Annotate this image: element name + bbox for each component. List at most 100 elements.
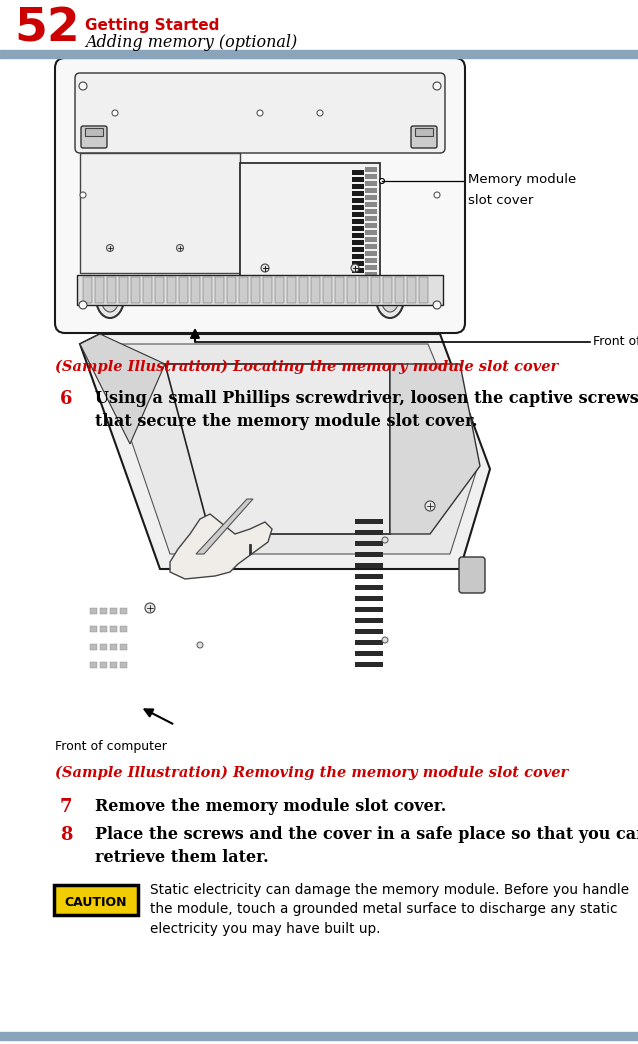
FancyBboxPatch shape xyxy=(55,58,465,333)
FancyBboxPatch shape xyxy=(54,885,138,915)
Bar xyxy=(120,644,127,650)
Bar xyxy=(107,277,116,303)
Bar xyxy=(110,608,117,614)
Bar xyxy=(359,277,368,303)
Bar xyxy=(355,596,383,601)
Text: Front of computer: Front of computer xyxy=(593,334,638,348)
Circle shape xyxy=(80,192,86,198)
Bar xyxy=(365,167,377,172)
Text: Remove the memory module slot cover.: Remove the memory module slot cover. xyxy=(95,798,446,815)
Bar xyxy=(352,233,364,238)
Bar xyxy=(90,626,97,632)
Bar xyxy=(352,219,364,224)
Bar xyxy=(352,177,364,182)
Bar xyxy=(365,251,377,256)
Polygon shape xyxy=(170,514,272,579)
Bar xyxy=(352,191,364,196)
Bar xyxy=(143,277,152,303)
Bar xyxy=(100,644,107,650)
Text: Place the screws and the cover in a safe place so that you can
retrieve them lat: Place the screws and the cover in a safe… xyxy=(95,826,638,865)
Circle shape xyxy=(112,110,118,116)
Circle shape xyxy=(382,637,388,643)
Bar xyxy=(0,50,638,58)
Bar xyxy=(215,277,224,303)
Bar xyxy=(299,277,308,303)
Text: CAUTION: CAUTION xyxy=(64,896,127,908)
Bar xyxy=(120,608,127,614)
Bar xyxy=(191,277,200,303)
Circle shape xyxy=(433,301,441,309)
Bar xyxy=(355,607,383,612)
Bar xyxy=(100,626,107,632)
Bar xyxy=(415,128,433,136)
Circle shape xyxy=(177,244,184,252)
Polygon shape xyxy=(100,345,478,554)
Bar xyxy=(323,277,332,303)
Ellipse shape xyxy=(376,278,404,318)
Bar xyxy=(263,277,272,303)
Text: 52: 52 xyxy=(14,7,80,52)
Text: 7: 7 xyxy=(60,798,73,816)
Bar xyxy=(80,153,240,272)
Bar xyxy=(352,261,364,266)
Bar xyxy=(119,277,128,303)
Bar xyxy=(355,552,383,557)
Bar xyxy=(365,265,377,270)
Bar xyxy=(365,258,377,263)
Bar xyxy=(85,128,103,136)
Bar xyxy=(100,662,107,668)
Ellipse shape xyxy=(96,278,124,318)
Bar xyxy=(167,277,176,303)
Bar xyxy=(355,662,383,667)
Text: Using a small Phillips screwdriver, loosen the captive screws
that secure the me: Using a small Phillips screwdriver, loos… xyxy=(95,390,638,430)
Bar xyxy=(365,201,377,207)
Bar xyxy=(155,277,164,303)
Circle shape xyxy=(79,82,87,90)
Ellipse shape xyxy=(101,284,119,312)
Bar xyxy=(275,277,284,303)
Bar xyxy=(90,608,97,614)
Bar xyxy=(90,644,97,650)
Circle shape xyxy=(261,264,269,272)
Bar xyxy=(365,195,377,200)
Circle shape xyxy=(317,110,323,116)
Bar xyxy=(287,277,296,303)
Bar xyxy=(83,277,92,303)
Bar xyxy=(419,277,428,303)
Bar xyxy=(365,216,377,221)
Bar xyxy=(355,628,383,634)
Bar xyxy=(355,640,383,645)
Text: Front of computer: Front of computer xyxy=(55,740,167,753)
Text: slot cover: slot cover xyxy=(468,194,533,207)
Circle shape xyxy=(433,82,441,90)
Bar xyxy=(355,618,383,623)
Bar xyxy=(110,662,117,668)
Bar xyxy=(355,651,383,656)
Bar xyxy=(355,541,383,546)
Ellipse shape xyxy=(381,284,399,312)
Bar xyxy=(179,277,188,303)
Text: (Sample Illustration) Locating the memory module slot cover: (Sample Illustration) Locating the memor… xyxy=(55,360,558,375)
Circle shape xyxy=(425,501,435,511)
Bar xyxy=(365,188,377,193)
Circle shape xyxy=(145,603,155,613)
Bar xyxy=(203,277,212,303)
Circle shape xyxy=(257,110,263,116)
Circle shape xyxy=(351,264,359,272)
Circle shape xyxy=(107,244,114,252)
Bar xyxy=(110,626,117,632)
Bar xyxy=(347,277,356,303)
Bar xyxy=(365,223,377,228)
Bar xyxy=(352,240,364,245)
Bar xyxy=(131,277,140,303)
Polygon shape xyxy=(80,334,490,569)
Bar xyxy=(352,212,364,217)
Bar xyxy=(110,644,117,650)
Bar xyxy=(395,277,404,303)
Text: 8: 8 xyxy=(60,826,73,844)
Bar xyxy=(352,275,364,280)
Bar xyxy=(120,626,127,632)
Bar xyxy=(355,519,383,524)
Text: Adding memory (optional): Adding memory (optional) xyxy=(85,34,297,51)
Bar xyxy=(355,530,383,535)
